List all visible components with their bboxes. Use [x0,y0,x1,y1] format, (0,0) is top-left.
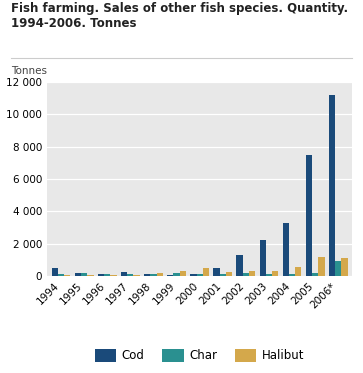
Bar [190,275,196,276]
Bar [144,275,150,276]
Bar [81,273,87,276]
Bar [289,274,295,276]
Bar [312,273,318,276]
Bar [121,272,127,276]
Legend: Cod, Char, Halibut: Cod, Char, Halibut [90,344,310,367]
Bar [127,274,134,276]
Bar [272,272,278,276]
Bar [283,223,289,276]
Bar [213,268,220,276]
Bar [341,258,348,276]
Bar [64,275,70,276]
Bar [150,275,156,276]
Bar [52,268,58,276]
Bar [295,267,301,276]
Text: Tonnes: Tonnes [11,66,47,76]
Bar [196,274,203,276]
Bar [87,275,94,276]
Bar [104,275,110,276]
Bar [220,274,226,276]
Bar [167,275,174,276]
Text: Fish farming. Sales of other fish species. Quantity.
1994-2006. Tonnes: Fish farming. Sales of other fish specie… [11,2,348,30]
Bar [318,257,325,276]
Bar [156,273,163,276]
Bar [58,274,64,276]
Bar [98,275,104,276]
Bar [306,155,312,276]
Bar [266,274,272,276]
Bar [335,261,341,276]
Bar [237,255,243,276]
Bar [329,95,335,276]
Bar [249,271,255,276]
Bar [243,273,249,276]
Bar [174,273,180,276]
Bar [75,273,81,276]
Bar [226,272,232,276]
Bar [180,271,186,276]
Bar [260,240,266,276]
Bar [203,268,209,276]
Bar [134,275,140,276]
Bar [110,275,117,276]
